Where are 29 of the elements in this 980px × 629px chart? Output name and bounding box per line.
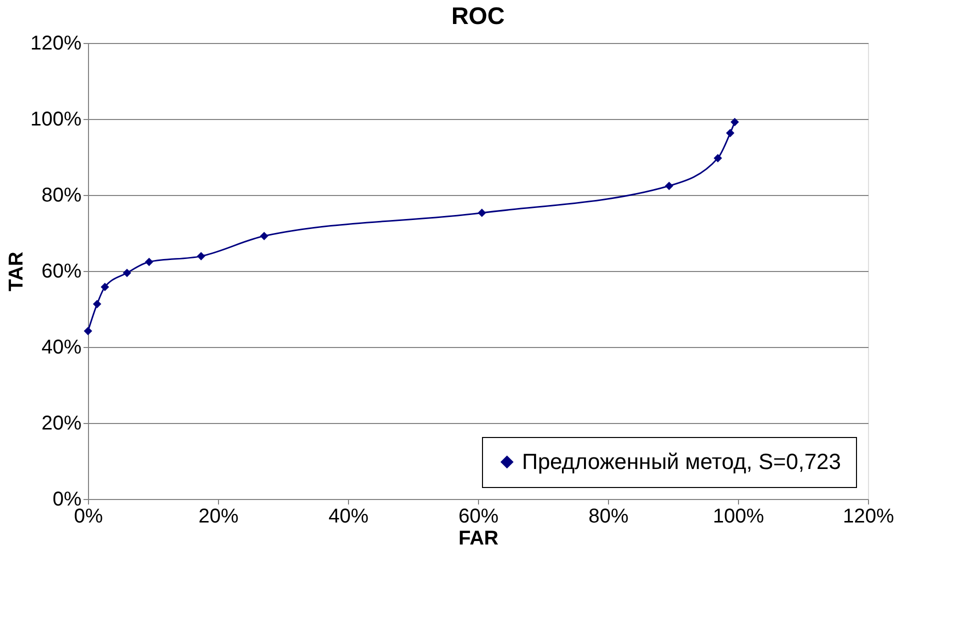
chart-title: ROC [451, 3, 505, 30]
point [478, 208, 486, 218]
x-tick-label: 20% [198, 506, 239, 528]
point [122, 268, 132, 278]
point [196, 252, 206, 260]
y-tick-label: 60% [41, 260, 82, 282]
point [714, 154, 722, 162]
y-tick-label: 100% [30, 108, 82, 130]
x-tick-label: 40% [328, 506, 369, 528]
point [92, 300, 102, 308]
x-tick-label: 100% [712, 506, 764, 528]
x-tick-label: 60% [458, 506, 499, 528]
point [260, 232, 268, 240]
x-tick-label: 120% [842, 506, 894, 528]
y-tick-label: 80% [41, 184, 82, 206]
point [144, 258, 154, 266]
y-tick-label: 20% [41, 412, 82, 434]
y-tick-label: 120% [30, 32, 82, 54]
point [84, 326, 92, 336]
x-axis-title: FAR [458, 528, 500, 550]
y-axis-title: TAR [5, 251, 28, 292]
x-tick-label: 80% [588, 506, 629, 528]
point [726, 128, 734, 138]
point [664, 182, 674, 190]
x-tick-label: 0% [74, 506, 104, 528]
point [100, 282, 110, 292]
legend-label: Предложенный метод, S=0,723 [522, 449, 842, 474]
point [730, 118, 739, 126]
y-tick-label: 40% [41, 336, 82, 358]
